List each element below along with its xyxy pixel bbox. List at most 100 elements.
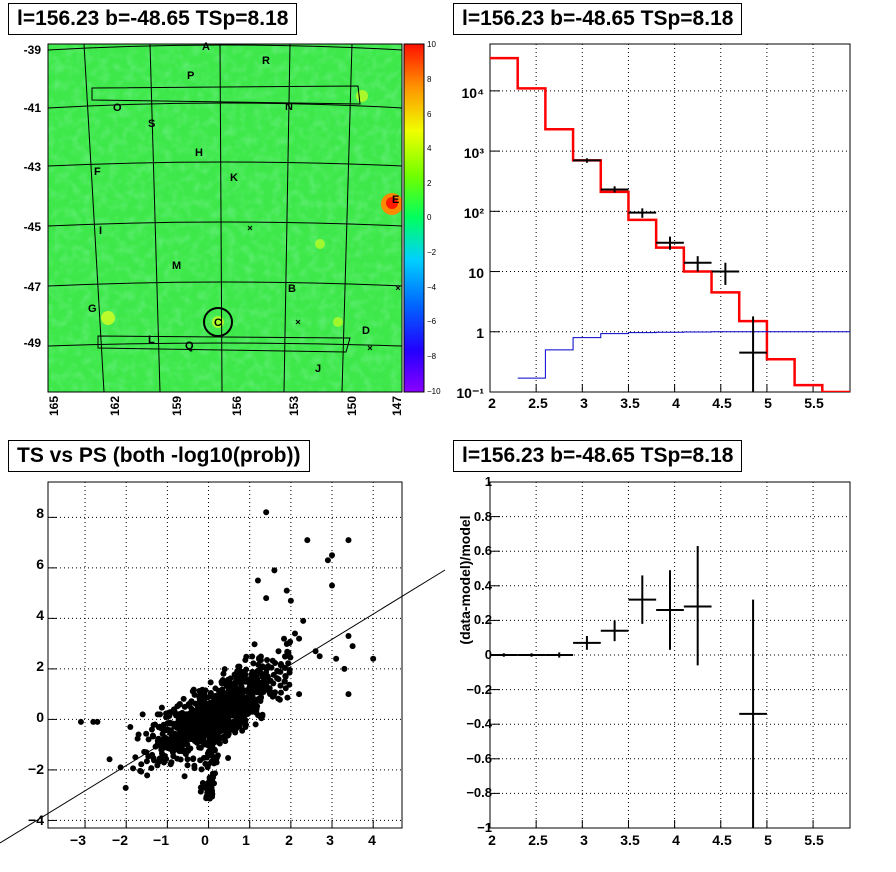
scatter-point <box>262 669 269 676</box>
scatter-point <box>159 730 166 737</box>
scatter-point <box>259 711 266 718</box>
y-tick-label: 10² <box>464 205 485 221</box>
scatter-point <box>227 698 234 705</box>
scatter-point <box>236 710 243 717</box>
scatter-point <box>166 719 173 726</box>
source-label: S <box>148 118 155 130</box>
background-histogram <box>517 331 850 379</box>
residual-plot-area <box>490 546 767 828</box>
source-label: R <box>262 55 270 67</box>
scatter-point <box>251 641 258 648</box>
scatter-point <box>248 700 255 707</box>
scatter-point <box>176 701 183 708</box>
scatter-outlier <box>300 617 307 624</box>
scatter-point <box>204 719 211 726</box>
scatter-point <box>197 788 204 795</box>
scatter-point <box>222 738 229 745</box>
scatter-point <box>274 675 281 682</box>
x-tick-label: 1 <box>242 832 250 848</box>
source-label: Q <box>185 340 194 352</box>
y-tick-label: -39 <box>24 43 42 57</box>
source-label: J <box>315 363 321 375</box>
source-label: O <box>113 102 122 114</box>
scatter-point <box>180 695 187 702</box>
scatter-point <box>277 682 284 689</box>
x-tick-label: 3 <box>580 832 588 848</box>
scatter-point <box>249 693 256 700</box>
scatter-point <box>106 756 113 763</box>
hotspot-center <box>212 316 224 328</box>
scatter-point <box>282 685 289 692</box>
scatter-point <box>196 744 203 751</box>
scatter-point <box>203 700 210 707</box>
y-tick-label: 10⁴ <box>462 85 485 101</box>
scatter-point <box>206 775 213 782</box>
scatter-point <box>187 745 194 752</box>
scatter-point <box>231 671 238 678</box>
scatter-point <box>192 730 199 737</box>
sky-map-grid <box>48 44 402 392</box>
y-tick-label: 8 <box>36 505 44 521</box>
scatter-point <box>287 654 294 661</box>
scatter-outlier <box>135 731 142 738</box>
x-tick-label: 5.5 <box>804 395 824 411</box>
scatter-point <box>242 721 249 728</box>
y-tick-label: 1 <box>485 474 492 489</box>
spectrum-title: l=156.23 b=-48.65 TSp=8.18 <box>453 3 743 35</box>
residual-tick-marks <box>489 481 814 829</box>
scatter-point <box>238 701 245 708</box>
scatter-point <box>200 754 207 761</box>
sky-map-panel: A R P O N S H F K E I M B G C D L Q J -3… <box>24 40 441 416</box>
y-tick-label: 0.2 <box>474 612 492 627</box>
scatter-point <box>270 692 277 699</box>
scatter-point <box>209 770 216 777</box>
y-tick-label: −0.2 <box>466 682 492 697</box>
scatter-outlier <box>139 711 146 718</box>
scatter-point <box>254 676 261 683</box>
scatter-point <box>253 671 260 678</box>
scatter-point <box>277 689 284 696</box>
y-tick-label: 6 <box>36 556 44 572</box>
spectrum-tick-marks <box>489 90 814 393</box>
scatter-point <box>167 761 174 768</box>
scatter-outlier <box>333 655 340 662</box>
scatter-point <box>138 761 145 768</box>
source-label: K <box>230 172 238 184</box>
scatter-point <box>200 715 207 722</box>
scatter-point <box>201 784 208 791</box>
scatter-point <box>192 716 199 723</box>
scatter-point <box>156 724 163 731</box>
scatter-outlier <box>271 567 278 574</box>
colorbar-tick-label: −10 <box>427 387 441 396</box>
scatter-point <box>225 719 232 726</box>
source-labels: A R P O N S H F K E I M B G C D L Q J <box>88 41 399 375</box>
scatter-panel: −4 −2 0 2 4 6 8 −3 −2 −1 0 1 2 3 4 <box>0 481 446 848</box>
scatter-point <box>227 692 234 699</box>
y-tick-label: −0.4 <box>466 716 492 731</box>
spectrum-x-ticks: 2 2.5 3 3.5 4 4.5 5 5.5 <box>488 395 824 411</box>
scatter-point <box>233 719 240 726</box>
x-tick-label: 4 <box>672 395 680 411</box>
source-label: C <box>214 317 222 329</box>
colorbar <box>403 43 425 393</box>
scatter-point <box>155 735 162 742</box>
sky-map-y-ticks: -39 -41 -43 -45 -47 -49 <box>24 43 42 350</box>
scatter-outlier <box>345 537 352 544</box>
x-tick-label: 150 <box>345 396 359 416</box>
scatter-point <box>281 635 288 642</box>
scatter-point <box>257 693 264 700</box>
sky-map-hotspots <box>101 90 402 328</box>
residual-panel: −1 −0.8 −0.6 −0.4 −0.2 0 0.2 0.4 0.6 0.8… <box>457 474 851 848</box>
scatter-point <box>160 758 167 765</box>
scatter-point <box>286 666 293 673</box>
residual-x-ticks: 2 2.5 3 3.5 4 4.5 5 5.5 <box>488 832 824 848</box>
source-label: F <box>94 166 101 178</box>
colorbar-tick-label: −4 <box>427 283 437 292</box>
scatter-point <box>253 698 260 705</box>
colorbar-tick-label: 10 <box>427 40 436 49</box>
y-tick-label: −0.6 <box>466 751 492 766</box>
scatter-point <box>243 653 250 660</box>
scatter-point <box>184 756 191 763</box>
scatter-point <box>206 734 213 741</box>
x-tick-label: 159 <box>170 396 184 416</box>
